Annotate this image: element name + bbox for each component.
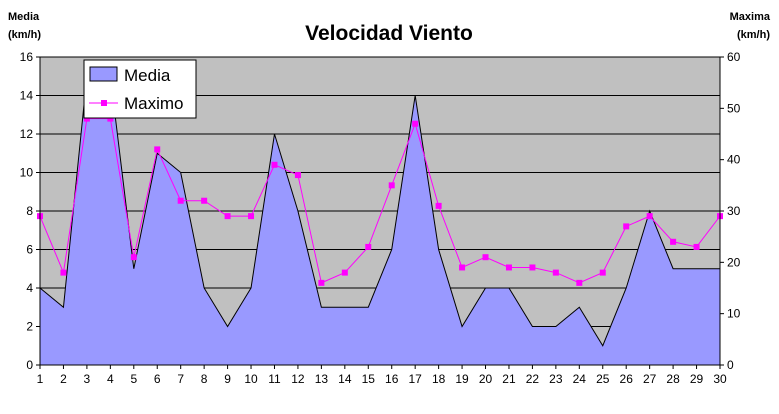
x-tick-label: 28 (666, 372, 680, 386)
y-left-tick-label: 14 (20, 89, 34, 103)
x-tick-label: 24 (573, 372, 587, 386)
y-left-tick-label: 4 (26, 281, 33, 295)
series-maximo-point (83, 115, 90, 122)
legend-label-maximo: Maximo (124, 94, 184, 113)
y-left-tick-label: 2 (26, 320, 33, 334)
x-tick-label: 21 (502, 372, 516, 386)
series-maximo-point (412, 120, 419, 127)
series-maximo-point (505, 264, 512, 271)
x-tick-label: 22 (526, 372, 540, 386)
x-tick-label: 14 (338, 372, 352, 386)
x-tick-label: 13 (315, 372, 329, 386)
x-tick-label: 4 (107, 372, 114, 386)
chart-title: Velocidad Viento (305, 22, 473, 45)
x-tick-label: 25 (596, 372, 610, 386)
series-maximo-line (39, 118, 721, 284)
y-left-tick-label: 16 (20, 50, 34, 64)
series-maximo-point (130, 254, 137, 261)
legend: Media Maximo (83, 59, 197, 119)
series-maximo-point (248, 213, 255, 220)
x-tick-label: 3 (84, 372, 91, 386)
x-tick-label: 2 (60, 372, 67, 386)
series-maximo-point (435, 202, 442, 209)
x-tick-label: 23 (549, 372, 563, 386)
x-tick-label: 26 (620, 372, 634, 386)
x-tick-label: 1 (37, 372, 44, 386)
x-tick-label: 9 (224, 372, 231, 386)
series-maximo-point (177, 197, 184, 204)
series-maximo-point (224, 213, 231, 220)
x-tick-label: 17 (408, 372, 422, 386)
y-right-tick-label: 60 (727, 50, 741, 64)
y-left-tick-label: 6 (26, 243, 33, 257)
series-maximo-point (623, 223, 630, 230)
y-left-tick-label: 8 (26, 204, 33, 218)
x-tick-label: 8 (201, 372, 208, 386)
x-tick-label: 30 (713, 372, 727, 386)
series-maximo-point (60, 269, 67, 276)
x-tick-label: 11 (268, 372, 281, 386)
x-tick-label: 15 (362, 372, 376, 386)
series-maximo-point (646, 213, 653, 220)
y-right-tick-label: 20 (727, 255, 741, 269)
legend-marker-maximo (101, 100, 107, 106)
series-maximo-point (576, 279, 583, 286)
series-maximo-point (693, 243, 700, 250)
y-left-tick-label: 10 (20, 166, 34, 180)
series-maximo-point (552, 269, 559, 276)
series-maximo-point (154, 146, 161, 153)
y-left-tick-label: 12 (20, 127, 34, 141)
series-maximo-point (365, 243, 372, 250)
series-maximo-point (341, 269, 348, 276)
y-left-title-line2: (km/h) (8, 29, 41, 41)
x-tick-label: 20 (479, 372, 493, 386)
series-maximo-point (670, 238, 677, 245)
x-tick-label: 16 (385, 372, 399, 386)
x-tick-label: 7 (177, 372, 184, 386)
y-right-title-line1: Maxima (730, 11, 771, 23)
y-left-title-line1: Media (8, 11, 40, 23)
series-maximo-point (388, 182, 395, 189)
series-media-outline (39, 75, 720, 347)
x-tick-label: 12 (291, 372, 305, 386)
legend-swatch-media (89, 66, 118, 82)
series-maximo-point (201, 197, 208, 204)
y-right-tick-label: 30 (727, 204, 741, 218)
x-tick-label: 19 (455, 372, 469, 386)
series-maximo-point (482, 254, 489, 261)
series-maximo-point (107, 115, 114, 122)
series-maximo-point (529, 264, 536, 271)
x-tick-label: 10 (244, 372, 258, 386)
x-tick-label: 18 (432, 372, 446, 386)
x-tick-label: 29 (690, 372, 704, 386)
x-tick-label: 5 (130, 372, 137, 386)
legend-label-media: Media (124, 66, 171, 85)
x-tick-label: 6 (154, 372, 161, 386)
y-right-tick-label: 10 (727, 307, 741, 321)
series-maximo-point (318, 279, 325, 286)
series-maximo-point (459, 264, 466, 271)
series-maximo-point (271, 161, 278, 168)
y-left-tick-label: 0 (26, 358, 33, 372)
x-tick-label: 27 (643, 372, 657, 386)
series-maximo-point (599, 269, 606, 276)
y-right-tick-label: 0 (727, 358, 734, 372)
y-right-tick-label: 40 (727, 153, 741, 167)
series-maximo-point (294, 172, 301, 179)
y-right-title-line2: (km/h) (737, 29, 770, 41)
y-right-tick-label: 50 (727, 101, 741, 115)
